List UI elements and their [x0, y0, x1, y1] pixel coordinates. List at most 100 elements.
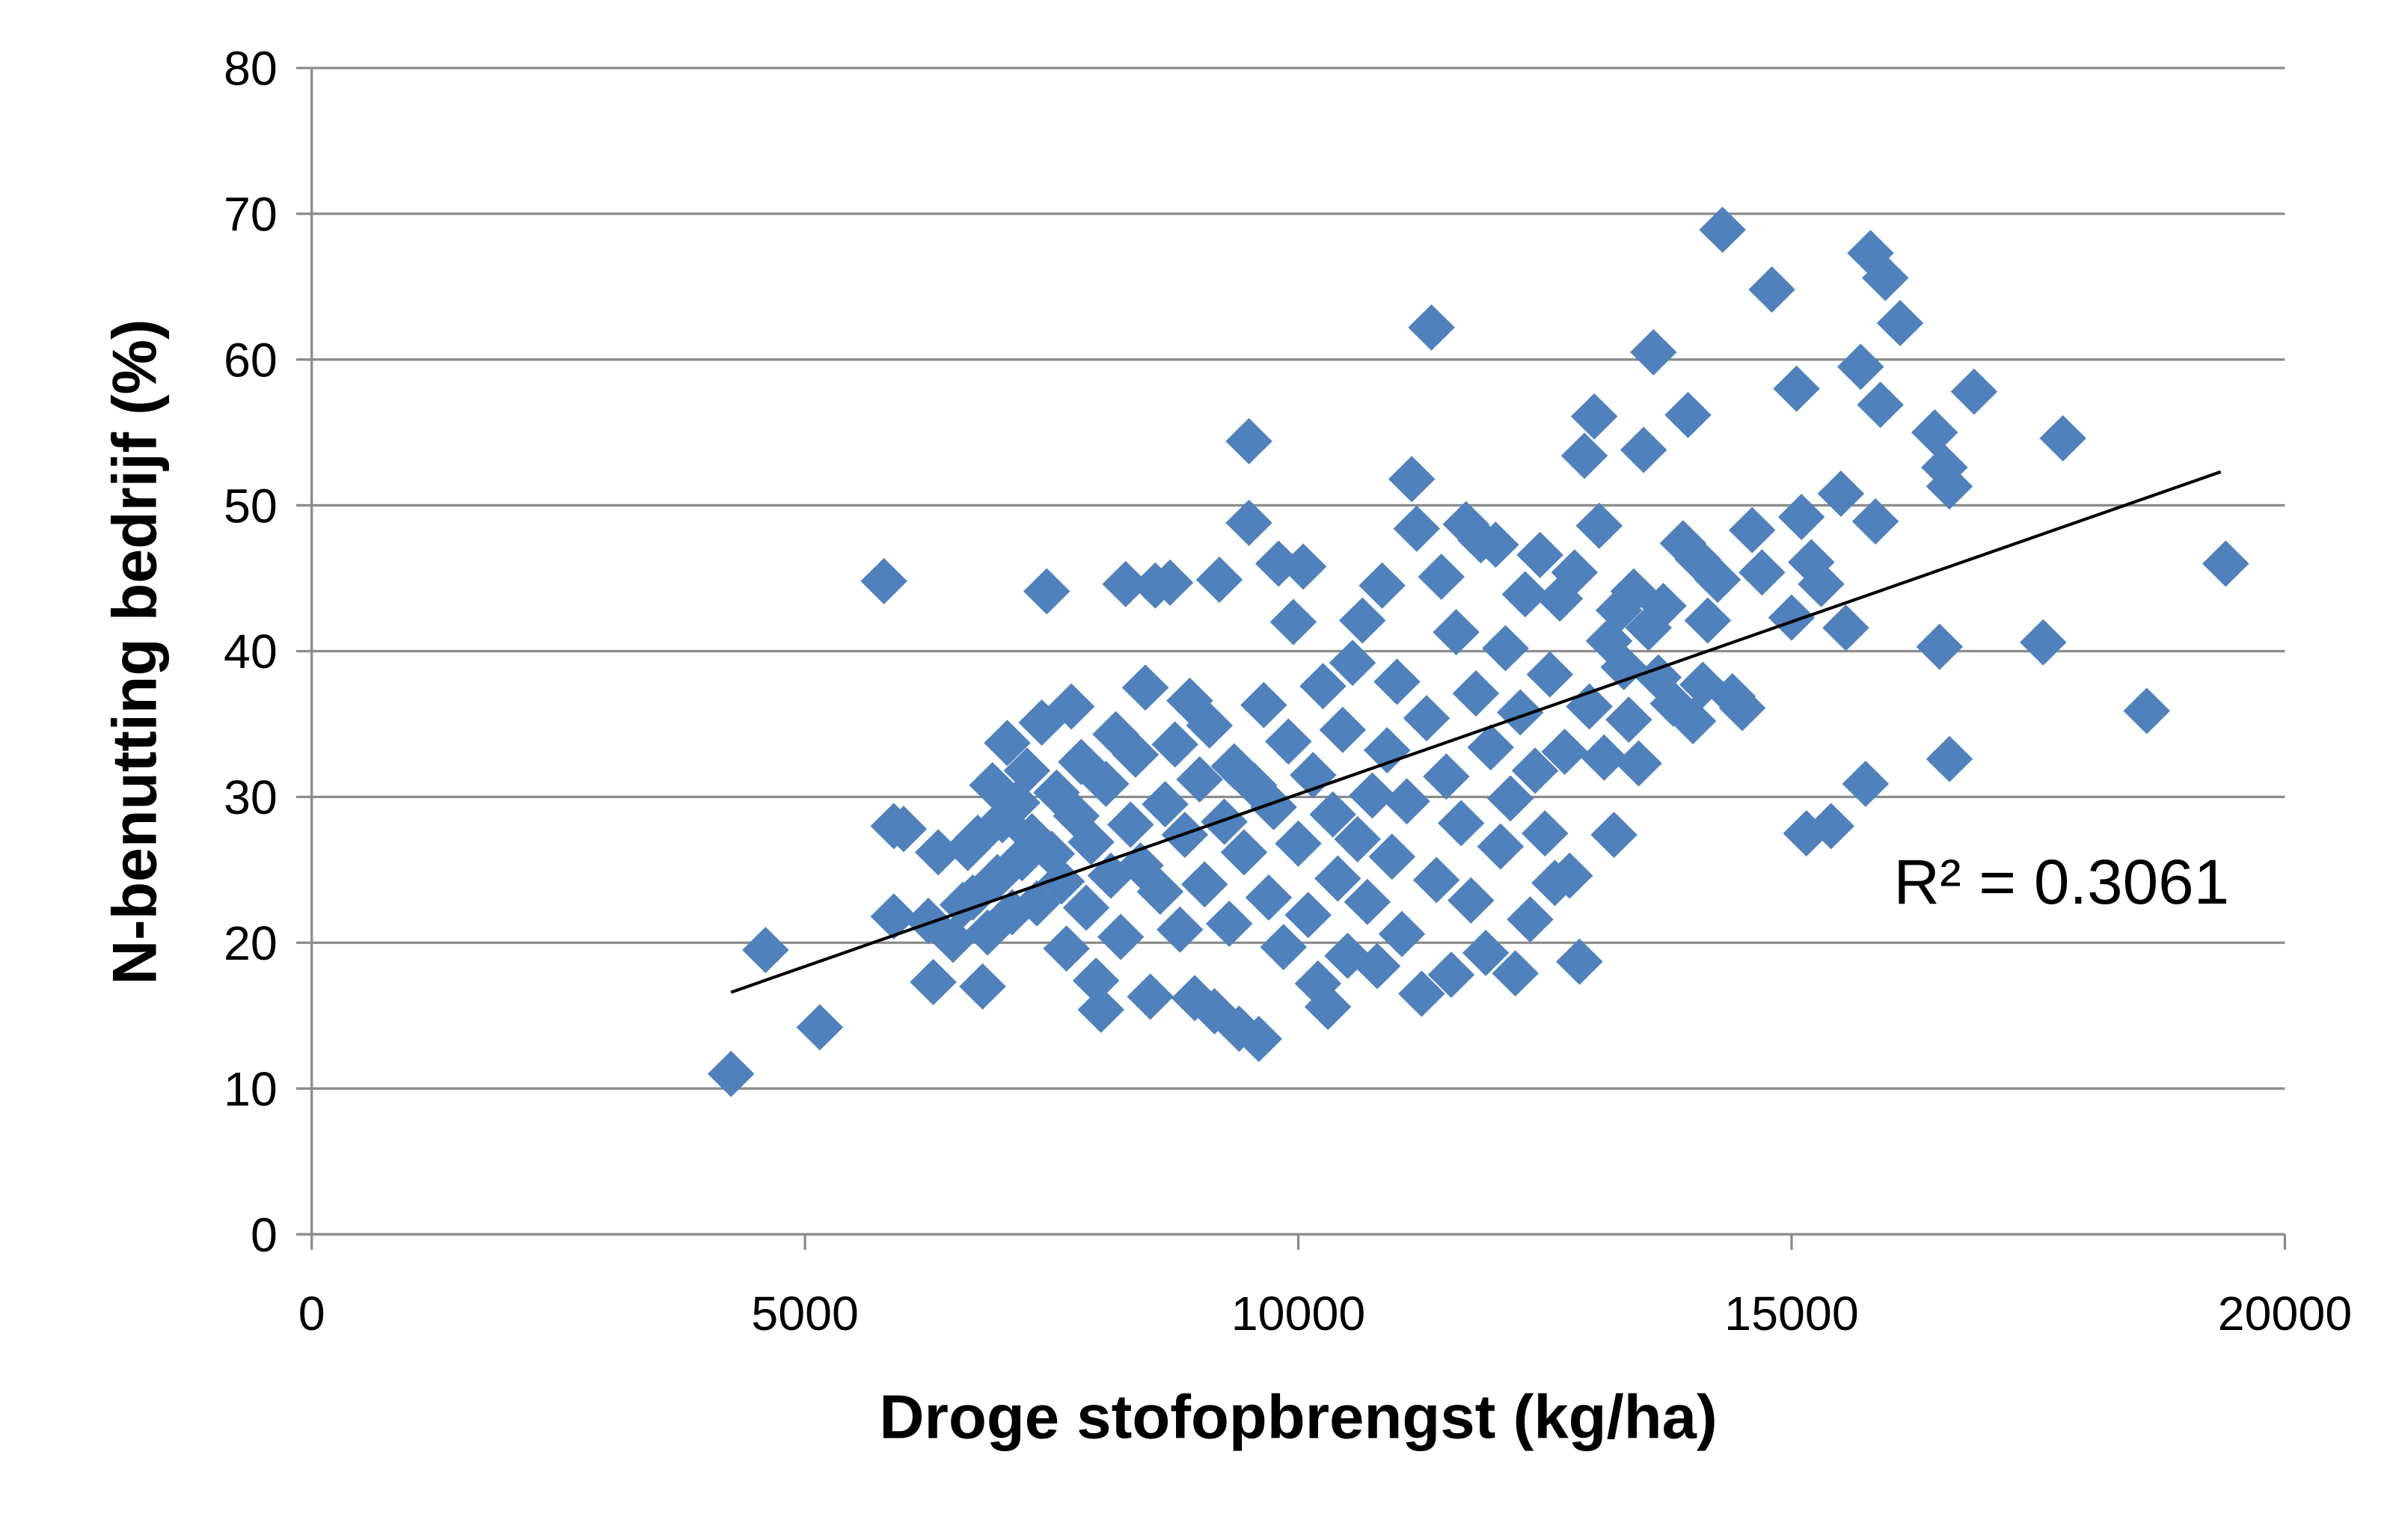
data-point [2039, 414, 2086, 462]
data-point [1383, 778, 1430, 825]
data-point [1768, 594, 1816, 641]
trendline-group [730, 470, 2222, 994]
data-point [2123, 687, 2171, 735]
data-point [1245, 874, 1293, 921]
tick-labels: 0 10 20 30 40 50 60 70 80 0 5000 10000 15000 20000 [224, 42, 2352, 1340]
data-point [1926, 463, 1973, 510]
data-point [1748, 266, 1795, 313]
data-point [1857, 381, 1904, 429]
data-point [1560, 432, 1608, 479]
data-point [1664, 391, 1712, 438]
data-point [1112, 731, 1159, 778]
y-tick-label: 40 [224, 625, 278, 678]
y-tick-label: 10 [224, 1062, 278, 1116]
x-axis-title: Droge stofopbrengst (kg/ha) [879, 1382, 1717, 1452]
data-point [914, 829, 962, 876]
y-tick-label: 80 [224, 42, 278, 96]
x-tick-label: 20000 [2218, 1287, 2353, 1340]
data-point [1220, 829, 1268, 876]
data-point [1615, 740, 1662, 787]
data-point [1240, 681, 1287, 729]
data-point [1003, 747, 1051, 794]
trendline [730, 470, 2222, 994]
data-point [1837, 343, 1884, 390]
data-point [1269, 598, 1317, 646]
y-tick-label: 30 [224, 770, 278, 824]
data-point [1511, 747, 1559, 794]
data-point [929, 916, 977, 963]
data-point [1728, 506, 1776, 554]
data-point [1121, 664, 1169, 711]
data-point [1433, 609, 1480, 656]
data-point [1462, 929, 1510, 976]
y-tick-label: 50 [224, 479, 278, 533]
data-point [1398, 970, 1445, 1017]
data-point [1373, 658, 1421, 705]
data-point [1427, 951, 1475, 999]
data-point [1062, 884, 1110, 931]
data-point [1605, 696, 1652, 744]
data-point [1950, 368, 1998, 415]
gridlines [311, 67, 2285, 1090]
x-tick-label: 0 [298, 1287, 325, 1340]
data-point [1556, 938, 1603, 985]
data-point [1363, 727, 1411, 773]
data-point [1862, 254, 1909, 301]
data-point [796, 1004, 844, 1051]
data-point [1570, 393, 1618, 440]
data-point [1225, 499, 1272, 546]
data-point [1408, 304, 1455, 351]
data-point [1304, 984, 1352, 1031]
data-point [1545, 852, 1593, 899]
data-point [1195, 556, 1243, 603]
data-point [1694, 556, 1741, 603]
data-point [1225, 417, 1272, 465]
data-point [1235, 1015, 1283, 1062]
data-point [1486, 775, 1534, 822]
x-tick-label: 15000 [1724, 1287, 1859, 1340]
y-tick-label: 0 [251, 1208, 278, 1262]
data-point [1201, 798, 1248, 845]
data-point [1911, 409, 1958, 456]
data-point [1472, 521, 1519, 569]
data-point [1388, 456, 1436, 503]
data-point [1329, 640, 1376, 687]
data-point [1738, 549, 1786, 596]
data-point [1437, 800, 1485, 847]
data-point [1842, 760, 1890, 807]
x-tick-label: 5000 [751, 1287, 859, 1340]
data-point [1526, 651, 1574, 698]
data-point [1127, 973, 1174, 1020]
data-point [1349, 772, 1396, 819]
data-point [1358, 562, 1406, 609]
data-point [1279, 543, 1327, 590]
data-point [1773, 365, 1820, 412]
y-axis-title: N-benutting bedrijf (%) [99, 319, 169, 984]
data-point [1265, 718, 1312, 765]
data-point [1575, 502, 1623, 549]
data-point [1186, 702, 1234, 749]
data-point [1501, 571, 1549, 618]
data-point [1067, 818, 1115, 865]
y-tick-label: 70 [224, 188, 278, 242]
data-point [1176, 756, 1223, 803]
data-point [1047, 683, 1095, 730]
data-point [1630, 328, 1677, 376]
data-point [1551, 549, 1599, 596]
data-point [2202, 540, 2249, 587]
axes [295, 67, 2287, 1250]
data-point [1082, 760, 1130, 807]
data-point [1393, 505, 1441, 552]
x-tick-label: 10000 [1231, 1287, 1366, 1340]
data-point [1023, 568, 1070, 615]
data-point [1467, 724, 1514, 771]
y-tick-label: 60 [224, 334, 278, 387]
data-point [1566, 683, 1613, 730]
data-point [742, 927, 789, 973]
data-point [1876, 299, 1924, 346]
r-squared-label: R² = 0.3061 [1893, 847, 2229, 918]
data-point [1275, 820, 1322, 867]
data-point [1699, 206, 1746, 254]
